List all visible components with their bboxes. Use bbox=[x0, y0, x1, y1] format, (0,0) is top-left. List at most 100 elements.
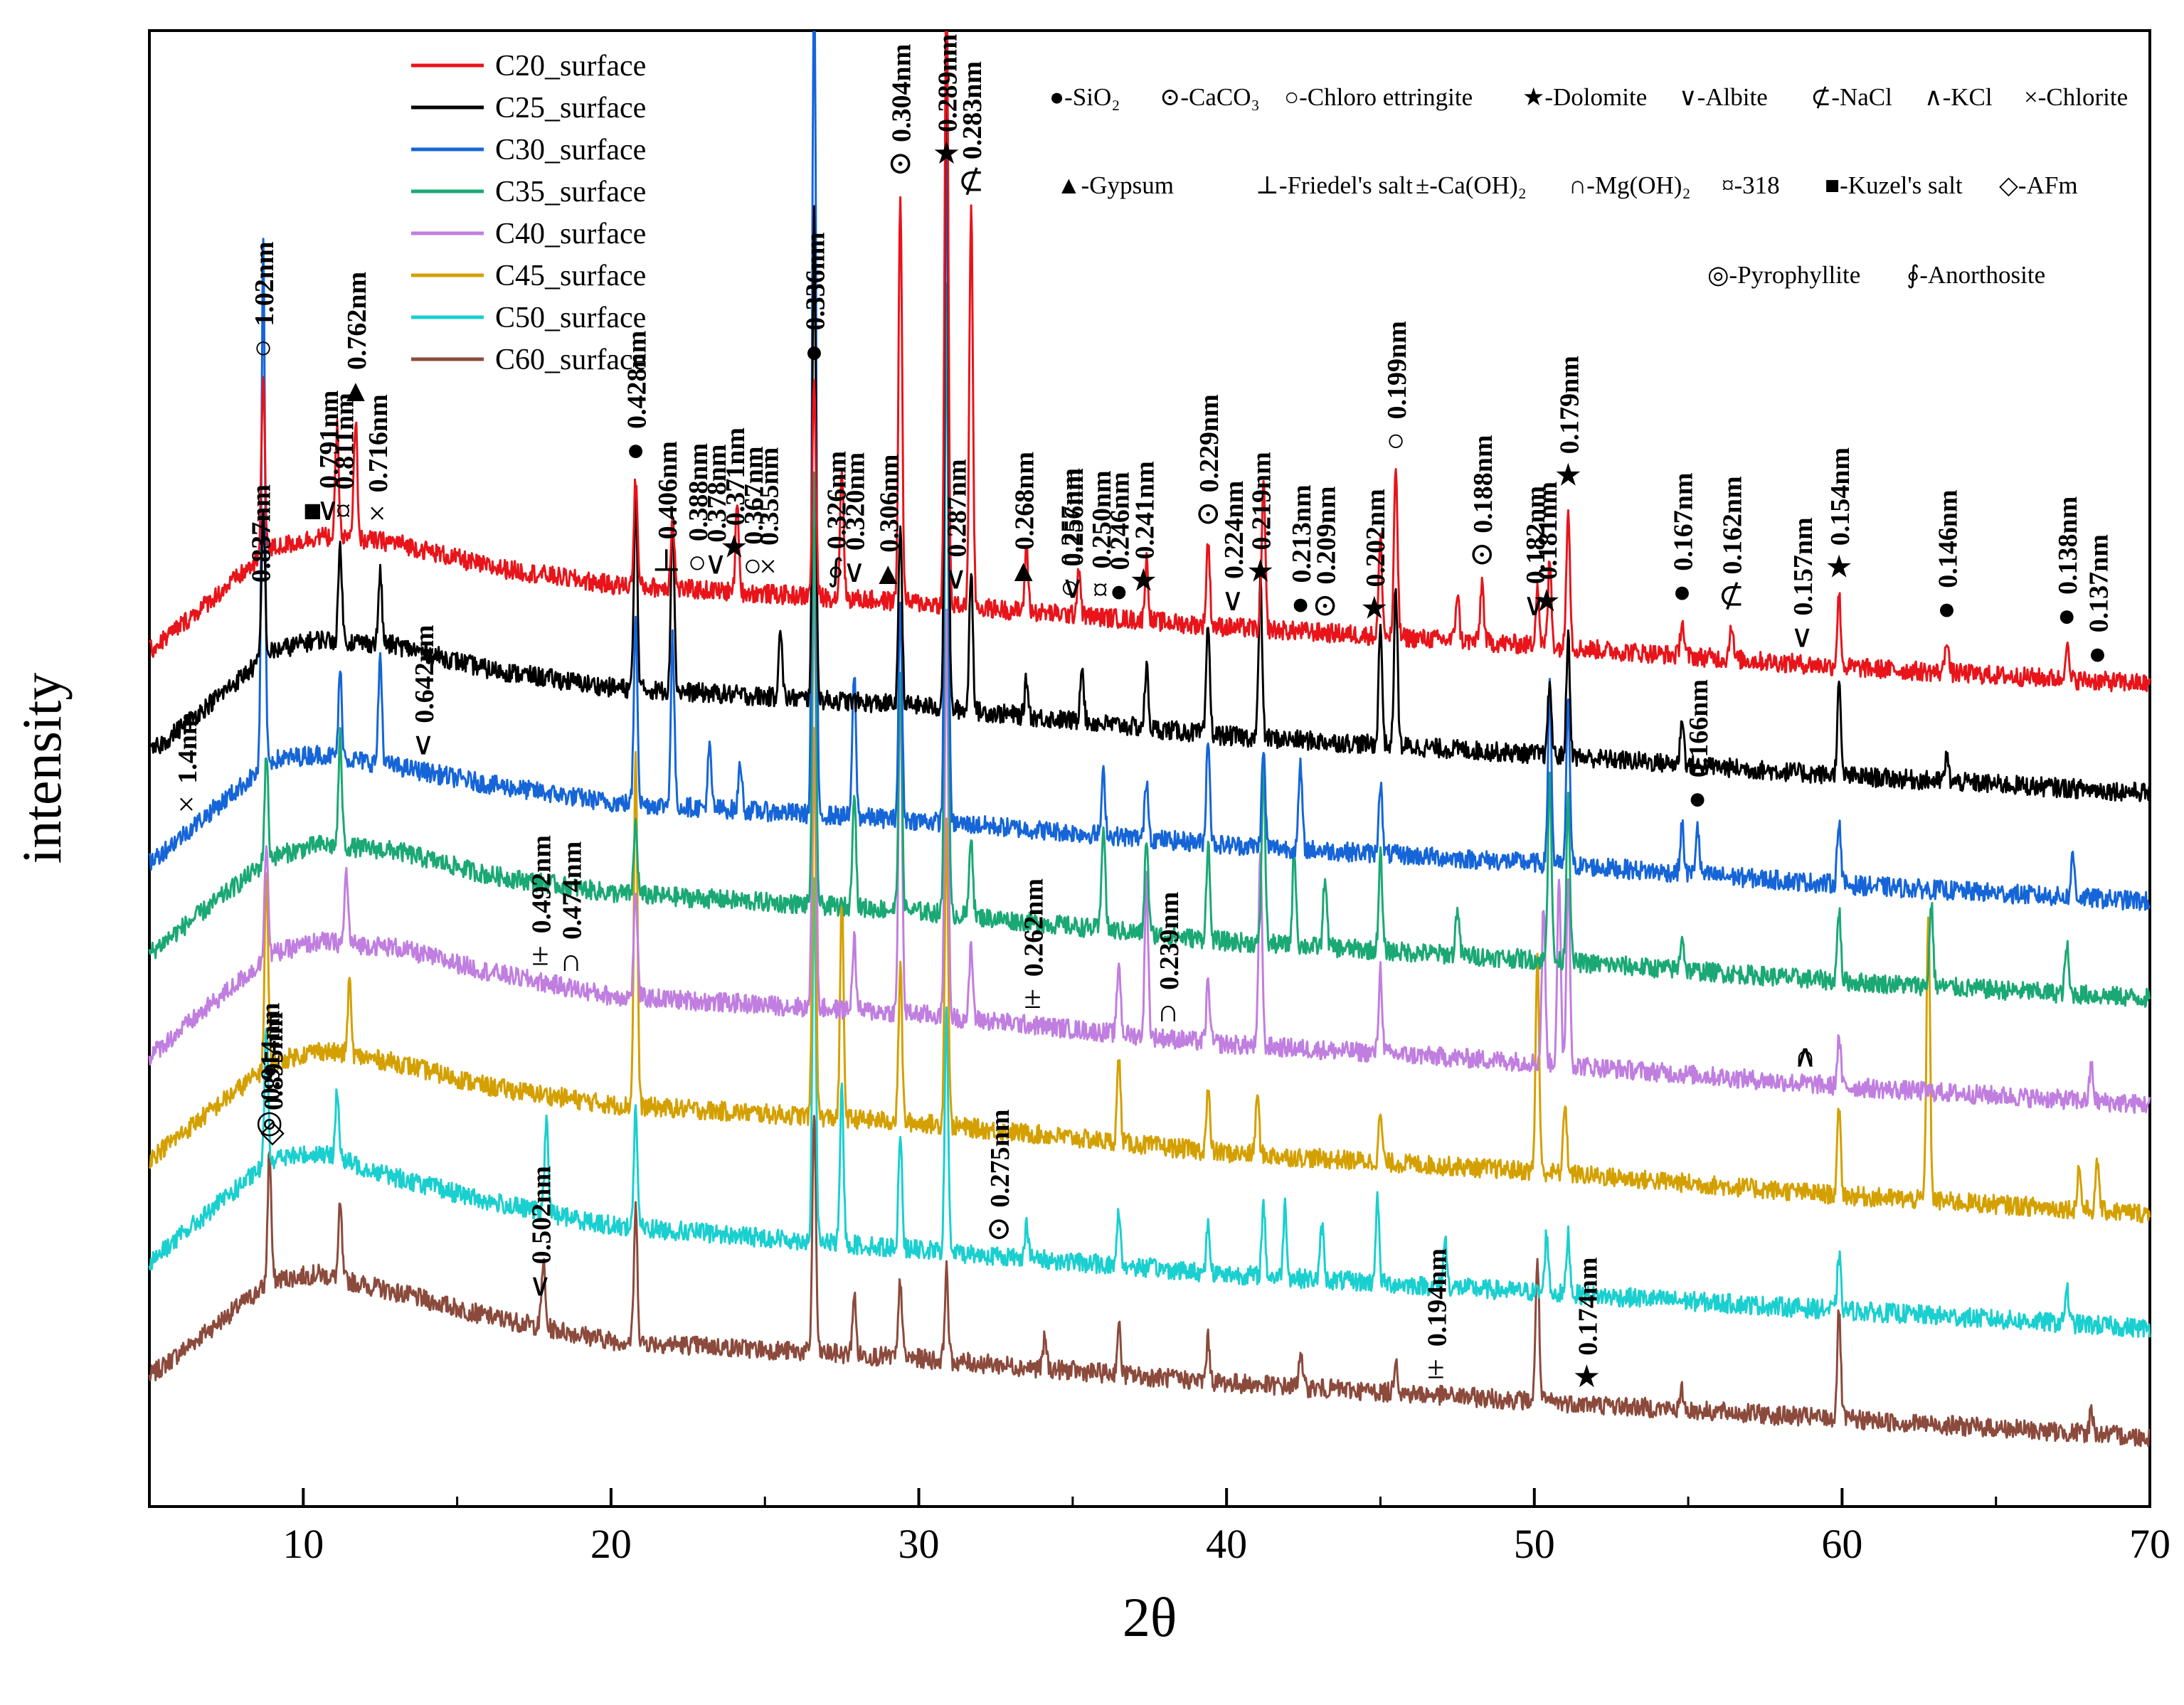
plot-frame bbox=[148, 29, 2151, 1508]
legend-label: C50_surface bbox=[495, 302, 646, 334]
y-axis-title: intensity bbox=[11, 673, 73, 864]
peak-marker: ○ bbox=[688, 545, 707, 580]
legend-label: C60_surface bbox=[495, 344, 646, 376]
peak-d-spacing-label: 0.371nm bbox=[721, 427, 751, 526]
peak-marker: ★ bbox=[1130, 563, 1157, 598]
peak-marker: ∨ bbox=[412, 727, 435, 762]
peak-marker: ⊙ bbox=[986, 1211, 1012, 1246]
peak-d-spacing-label: 0.157nm bbox=[1788, 517, 1818, 615]
peak-d-spacing-label: 0.199nm bbox=[1382, 321, 1412, 419]
x-axis-title: 2θ bbox=[1123, 1586, 1177, 1648]
peak-marker: ◎ bbox=[256, 1105, 283, 1140]
peak-marker: ⊄ bbox=[958, 163, 985, 198]
peak-d-spacing-label: 0.642nm bbox=[410, 625, 440, 723]
peak-d-spacing-label: 0.181nm bbox=[1533, 482, 1563, 580]
peak-marker: ○ bbox=[1060, 570, 1079, 605]
peak-d-spacing-label: 0.154nm bbox=[1825, 447, 1855, 546]
peak-marker: ★ bbox=[1360, 590, 1388, 625]
legend-label: C30_surface bbox=[495, 134, 646, 166]
peak-d-spacing-label: 0.137nm bbox=[2084, 534, 2114, 632]
peak-marker: ★ bbox=[1825, 549, 1852, 584]
peak-d-spacing-label: 0.241nm bbox=[1130, 461, 1160, 559]
peak-marker: ● bbox=[805, 334, 824, 369]
peak-d-spacing-label: 0.229nm bbox=[1194, 394, 1224, 492]
legend-label: C35_surface bbox=[495, 176, 646, 208]
peak-marker: ⊄ bbox=[1718, 578, 1744, 613]
series-c25-surface bbox=[148, 31, 2151, 802]
peak-d-spacing-label: 0.895nm bbox=[259, 1012, 289, 1110]
peak-marker: × bbox=[759, 549, 777, 584]
peak-marker: ● bbox=[1673, 575, 1692, 610]
peak-marker: ● bbox=[1109, 574, 1128, 609]
phase-key-entry: ▲-Gypsum bbox=[1056, 171, 1174, 199]
peak-d-spacing-label: 0.502nm bbox=[526, 1166, 556, 1264]
peak-d-spacing-label: 0.355nm bbox=[755, 447, 785, 546]
peak-d-spacing-label: 0.716nm bbox=[364, 394, 393, 492]
phase-key-entry: ●-SiO₂ bbox=[1049, 83, 1120, 111]
peak-marker: ⊙ bbox=[1469, 537, 1495, 572]
peak-d-spacing-label: 0.239nm bbox=[1155, 892, 1184, 990]
phase-key-entry: ¤-318 bbox=[1722, 171, 1780, 199]
peak-marker: ★ bbox=[1246, 554, 1274, 589]
peak-marker: ★ bbox=[1573, 1359, 1601, 1394]
peak-marker: ± bbox=[1024, 980, 1041, 1015]
phase-key-entry: ★-Dolomite bbox=[1522, 83, 1647, 111]
legend-label: C45_surface bbox=[495, 260, 646, 292]
peak-d-spacing-label: 0.811nm bbox=[330, 393, 360, 489]
phase-key-entry: ∩-Mg(OH)₂ bbox=[1569, 171, 1691, 199]
phase-key-entry: ∨-Albite bbox=[1679, 83, 1768, 111]
peak-marker: ∨ bbox=[704, 546, 727, 581]
phase-key-entry: ⊄-NaCl bbox=[1811, 83, 1892, 111]
peak-d-spacing-label: 0.275nm bbox=[985, 1110, 1015, 1208]
peak-marker: ○ bbox=[254, 330, 273, 365]
series-layer bbox=[148, 31, 2151, 1448]
peak-marker: ★ bbox=[720, 529, 748, 564]
peak-marker: ○ bbox=[743, 548, 763, 583]
peak-d-spacing-label: 0.268nm bbox=[1010, 452, 1040, 550]
peak-marker: ∧ bbox=[1793, 1039, 1816, 1073]
peak-marker: ∨ bbox=[529, 1268, 551, 1302]
peak-d-spacing-label: 0.289nm bbox=[933, 34, 963, 132]
peak-d-spacing-label: 0.791nm bbox=[314, 391, 344, 489]
peak-marker: ★ bbox=[933, 136, 960, 171]
peak-d-spacing-label: 0.283nm bbox=[958, 61, 987, 159]
x-tick-label: 60 bbox=[1821, 1521, 1862, 1567]
series-c50-surface bbox=[148, 877, 2151, 1338]
series-c40-surface bbox=[148, 553, 2151, 1115]
series-c60-surface bbox=[148, 1115, 2151, 1448]
peak-d-spacing-label: 0.326nm bbox=[822, 451, 852, 549]
peak-marker: ∨ bbox=[944, 561, 967, 596]
peak-marker: ★ bbox=[1554, 457, 1582, 492]
peak-marker: ▲ bbox=[1008, 553, 1039, 588]
legend-label: C40_surface bbox=[495, 218, 646, 250]
peak-marker: ∩ bbox=[560, 943, 583, 978]
peak-marker: ¤ bbox=[1093, 573, 1108, 607]
phase-key-entry: ±-Ca(OH)₂ bbox=[1416, 171, 1527, 199]
series-c35-surface bbox=[148, 282, 2151, 1008]
peak-marker: ○ bbox=[1387, 423, 1406, 458]
peak-d-spacing-label: 1.02nm bbox=[250, 242, 280, 326]
peak-d-spacing-label: 0.262nm bbox=[1019, 878, 1049, 977]
peak-marker: ★ bbox=[1532, 583, 1560, 618]
peak-d-spacing-label: 0.306nm bbox=[874, 455, 904, 553]
x-tick-label: 30 bbox=[898, 1521, 940, 1567]
peak-marker: ± bbox=[1427, 1350, 1444, 1385]
series-c20-surface bbox=[148, 31, 2151, 693]
peak-marker: × bbox=[369, 496, 386, 531]
peak-marker: ∨ bbox=[1221, 583, 1244, 617]
peak-d-spacing-label: 0.174nm bbox=[1573, 1258, 1603, 1356]
peak-marker: ⊙ bbox=[887, 146, 913, 181]
peak-marker: ● bbox=[1688, 781, 1707, 816]
peak-d-spacing-label: 0.256nm bbox=[1059, 468, 1089, 566]
peak-d-spacing-label: 0.287nm bbox=[943, 459, 972, 557]
peak-d-spacing-label: 0.492nm bbox=[526, 835, 556, 933]
x-tick-label: 50 bbox=[1514, 1521, 1555, 1567]
peak-d-spacing-label: 0.304nm bbox=[887, 44, 917, 142]
peak-marker: ∨ bbox=[1523, 588, 1546, 622]
peak-d-spacing-label: 0.474nm bbox=[558, 841, 588, 940]
phase-key-entry: ⊥-Friedel's salt bbox=[1256, 171, 1413, 199]
peak-marker: ¤ bbox=[336, 493, 351, 528]
phase-key-entry: ∧-KCl bbox=[1924, 83, 1993, 111]
